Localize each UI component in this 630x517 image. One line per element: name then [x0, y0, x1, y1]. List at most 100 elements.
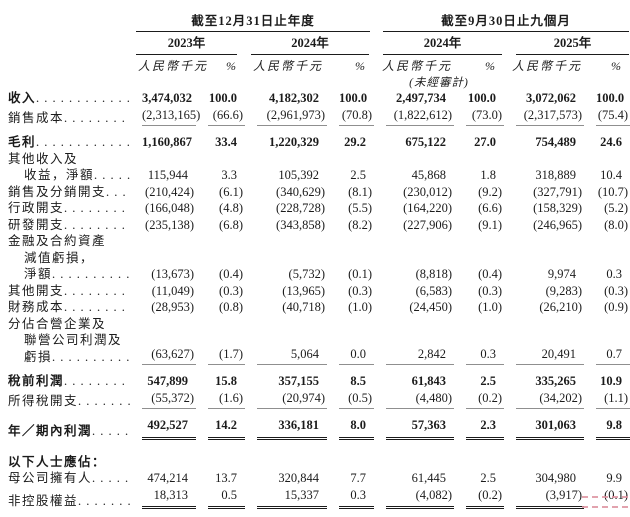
cell-value: 100.0 — [467, 91, 497, 105]
unit-header-pct: % — [611, 59, 622, 73]
cell-value: 18,313 — [130, 487, 196, 509]
label-column-spacer — [8, 32, 130, 55]
cell-value: (6.1) — [219, 184, 243, 199]
cell-value: 2.5 — [480, 471, 497, 485]
table-row: 稅前利潤 547,899 15.8 357,155 8.5 61,843 2.5 335,26… — [8, 365, 630, 390]
cell-value: 3,474,032 — [142, 91, 192, 105]
cell-value: 0.7 — [584, 316, 630, 365]
unit-header-pct: % — [226, 59, 236, 73]
cell-value: (10.7) — [597, 184, 629, 199]
cell-value: (6,583) — [415, 283, 453, 298]
cell-value: 0.3 — [327, 487, 375, 509]
cell-value: 0.5 — [196, 487, 245, 509]
cell-value: (228,728) — [276, 201, 325, 215]
unit-header-amount: 人民幣千元 — [138, 59, 209, 73]
cell-value: (6.8) — [219, 217, 243, 232]
watermark — [582, 496, 628, 508]
cell-value: 675,122 — [405, 135, 447, 149]
cell-value: (235,138) — [145, 217, 194, 232]
dot-leader — [92, 470, 130, 487]
row-label: 金融及合約資產 減值虧損， 淨額 — [8, 233, 130, 283]
row-label: 稅前利潤 — [8, 365, 130, 390]
table-row: 分佔合營企業及聯營公司利潤及虧損(63,627)(1.7)5,0640.02,8… — [8, 316, 630, 366]
cell-value: (166,048) — [145, 201, 194, 215]
cell-value: (6.6) — [478, 201, 503, 215]
cell-value: 1,160,867 — [142, 135, 192, 149]
dot-leader — [52, 349, 130, 366]
cell-value: 9.8 — [584, 409, 630, 440]
cell-value: 2,842 — [374, 316, 455, 365]
cell-value: 115,944 — [147, 168, 188, 182]
table-row: 研發開支 (235,138) (6.8) (343,858) (8.2) (227,906… — [8, 217, 630, 234]
cell-value: 9.9 — [606, 471, 623, 485]
label-column-spacer — [8, 74, 130, 90]
dot-leader — [92, 423, 130, 440]
cell-value: (75.4) — [584, 107, 630, 126]
unaudited-note: (未經審計) — [409, 77, 469, 89]
table-row: 財務成本 (28,953) (0.8) (40,718) (1.0) (24,450) (1… — [8, 299, 630, 316]
period-header-row: 截至12月31日止年度 截至9月30日止九個月 — [8, 10, 630, 32]
cell-value: 27.0 — [474, 135, 497, 149]
cell-value: (2,317,573) — [504, 107, 585, 126]
label-column-spacer — [8, 55, 130, 74]
cell-value: (164,220) — [403, 201, 453, 215]
cell-value: 0.3 — [454, 316, 505, 365]
unit-header-row: 人民幣千元 % 人民幣千元 % 人民幣千元 % 人民幣千元 % — [8, 55, 630, 74]
cell-value: 3.3 — [221, 168, 237, 182]
cell-value: (24,450) — [409, 300, 453, 314]
cell-value: 20,491 — [504, 316, 585, 365]
year-header-2025: 2025年 — [504, 32, 630, 55]
cell-value: 754,489 — [535, 135, 577, 149]
cell-value: (5.5) — [348, 201, 373, 215]
table-row: 非控股權益18,3130.515,3370.3(4,082)(0.2)(3,91… — [8, 487, 630, 510]
cell-value: (227,906) — [403, 217, 453, 232]
row-label: 非控股權益 — [8, 487, 130, 510]
cell-value: (0.9) — [604, 300, 629, 314]
row-label: 以下人士應佔： — [8, 454, 107, 469]
cell-value: 15.8 — [215, 374, 237, 388]
cell-value: (5.2) — [604, 201, 629, 215]
cell-value: (55,372) — [130, 390, 196, 409]
cell-value: (246,965) — [533, 217, 583, 232]
cell-value: (0.3) — [219, 283, 243, 298]
dot-leader — [64, 217, 130, 234]
cell-value: (5,732) — [288, 267, 325, 281]
unit-header-amount: 人民幣千元 — [253, 59, 324, 73]
cell-value: 100.0 — [596, 91, 625, 105]
cell-value: (230,012) — [403, 184, 453, 199]
cell-value: (0.8) — [219, 300, 243, 314]
cell-value: (0.5) — [327, 390, 375, 409]
dot-leader — [52, 266, 130, 283]
table-body: 收入 3,474,032 100.0 4,182,302 100.0 2,497,734 1… — [8, 90, 630, 509]
cell-value: (26,210) — [539, 300, 583, 314]
cell-value: 14.2 — [196, 409, 245, 440]
cell-value: 45,868 — [411, 168, 447, 182]
cell-value: 320,844 — [278, 471, 319, 485]
period-annual-title: 截至12月31日止年度 — [136, 10, 371, 32]
dot-leader — [64, 373, 130, 390]
row-label: 年／期內利潤 — [8, 409, 130, 440]
row-label: 分佔合營企業及 聯營公司利潤及 虧損 — [8, 316, 130, 366]
cell-value: 8.5 — [350, 374, 367, 388]
cell-value: 492,527 — [130, 409, 196, 440]
row-label: 母公司擁有人 — [8, 470, 130, 487]
table-row: 所得稅開支(55,372)(1.6)(20,974)(0.5)(4,480)(0… — [8, 390, 630, 410]
cell-value: (0.1) — [604, 487, 629, 502]
cell-value: (13,965) — [282, 283, 325, 298]
financial-table: 截至12月31日止年度 截至9月30日止九個月 2023年 2024年 2024… — [8, 10, 630, 509]
cell-value: 15,337 — [245, 487, 327, 509]
dot-leader — [106, 184, 130, 201]
row-label: 其他開支 — [8, 283, 130, 300]
cell-value: (1.7) — [196, 316, 245, 365]
dot-leader — [64, 200, 130, 217]
cell-value: (8.0) — [604, 217, 629, 232]
row-label: 所得稅開支 — [8, 390, 130, 410]
cell-value: 61,445 — [411, 471, 447, 485]
table-row: 年／期內利潤492,52714.2336,1818.057,3632.3301,… — [8, 409, 630, 440]
year-header-row: 2023年 2024年 2024年 2025年 — [8, 32, 630, 55]
period-header-annual: 截至12月31日止年度 — [130, 10, 374, 32]
cell-value: 33.4 — [215, 135, 237, 149]
table-row: 以下人士應佔： — [8, 440, 630, 471]
cell-value: 61,843 — [411, 374, 447, 388]
